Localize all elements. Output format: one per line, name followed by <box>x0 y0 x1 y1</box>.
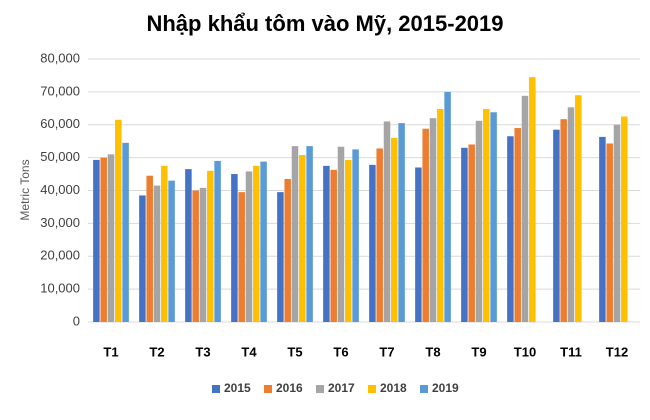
bar <box>553 129 560 322</box>
bar <box>514 128 521 322</box>
chart-title: Nhập khẩu tôm vào Mỹ, 2015-2019 <box>146 11 503 36</box>
bar <box>260 161 267 322</box>
bar <box>575 95 582 322</box>
x-tick-label: T7 <box>379 344 394 359</box>
bar <box>521 95 529 322</box>
x-tick-label: T3 <box>195 344 210 359</box>
bar <box>122 142 129 322</box>
bar <box>146 175 153 322</box>
bar <box>391 137 398 322</box>
bar <box>415 167 422 322</box>
bar <box>621 116 628 322</box>
bar <box>185 169 192 322</box>
legend-swatch <box>264 385 272 393</box>
legend-swatch <box>420 385 428 393</box>
bar <box>168 180 175 322</box>
bar <box>398 123 405 322</box>
bar <box>214 160 221 322</box>
bar <box>483 108 490 322</box>
x-tick-label: T10 <box>514 344 536 359</box>
bar <box>231 174 238 322</box>
bar <box>529 77 536 322</box>
bar <box>306 146 313 322</box>
bar <box>93 159 100 322</box>
bar <box>376 148 383 322</box>
x-tick-label: T8 <box>425 344 440 359</box>
legend-label: 2015 <box>224 381 251 395</box>
y-tick-label: 50,000 <box>40 149 80 164</box>
bar <box>199 187 207 322</box>
x-tick-label: T12 <box>606 344 628 359</box>
bar <box>461 147 468 322</box>
bar <box>490 112 497 322</box>
bar <box>330 169 337 322</box>
y-axis-label: Metric Tons <box>18 159 32 220</box>
bar <box>245 171 253 322</box>
y-tick-label: 30,000 <box>40 215 80 230</box>
legend-swatch <box>316 385 324 393</box>
bar <box>567 107 575 322</box>
y-tick-label: 60,000 <box>40 116 80 131</box>
legend-label: 2018 <box>380 381 407 395</box>
bar <box>444 91 451 322</box>
legend-label: 2016 <box>276 381 303 395</box>
bar <box>429 118 437 322</box>
bar <box>369 164 376 322</box>
x-tick-label: T6 <box>333 344 348 359</box>
bar <box>560 119 567 322</box>
legend-label: 2019 <box>432 381 459 395</box>
bar <box>100 157 107 322</box>
bar <box>468 144 475 322</box>
bar <box>115 119 122 322</box>
bar <box>207 170 214 322</box>
legend-swatch <box>212 385 220 393</box>
bar <box>284 178 291 322</box>
legend-label: 2017 <box>328 381 355 395</box>
bar <box>507 136 514 322</box>
bar <box>613 124 621 322</box>
bar <box>299 154 306 322</box>
y-tick-label: 40,000 <box>40 182 80 197</box>
x-tick-label: T5 <box>287 344 302 359</box>
x-tick-label: T2 <box>149 344 164 359</box>
bar <box>253 165 260 322</box>
x-tick-label: T11 <box>560 344 582 359</box>
y-tick-label: 10,000 <box>40 281 80 296</box>
bar <box>153 185 161 322</box>
y-tick-label: 80,000 <box>40 50 80 65</box>
bar <box>238 192 245 322</box>
bar <box>345 159 352 322</box>
legend-swatch <box>368 385 376 393</box>
bar <box>437 108 444 322</box>
bar <box>139 195 146 322</box>
x-tick-label: T1 <box>103 344 118 359</box>
bar <box>422 128 429 322</box>
y-tick-label: 0 <box>73 313 80 328</box>
bar <box>337 146 345 322</box>
x-tick-label: T9 <box>471 344 486 359</box>
bar <box>352 149 359 322</box>
bar <box>606 143 613 322</box>
bar <box>161 165 168 322</box>
y-tick-label: 20,000 <box>40 248 80 263</box>
bar <box>291 146 299 322</box>
bar <box>383 121 391 323</box>
y-tick-label: 70,000 <box>40 83 80 98</box>
bar <box>323 165 330 322</box>
bar <box>277 192 284 322</box>
bar <box>475 120 483 323</box>
bar <box>192 190 199 322</box>
x-tick-label: T4 <box>241 344 257 359</box>
bar <box>599 136 606 322</box>
bar <box>107 154 115 322</box>
